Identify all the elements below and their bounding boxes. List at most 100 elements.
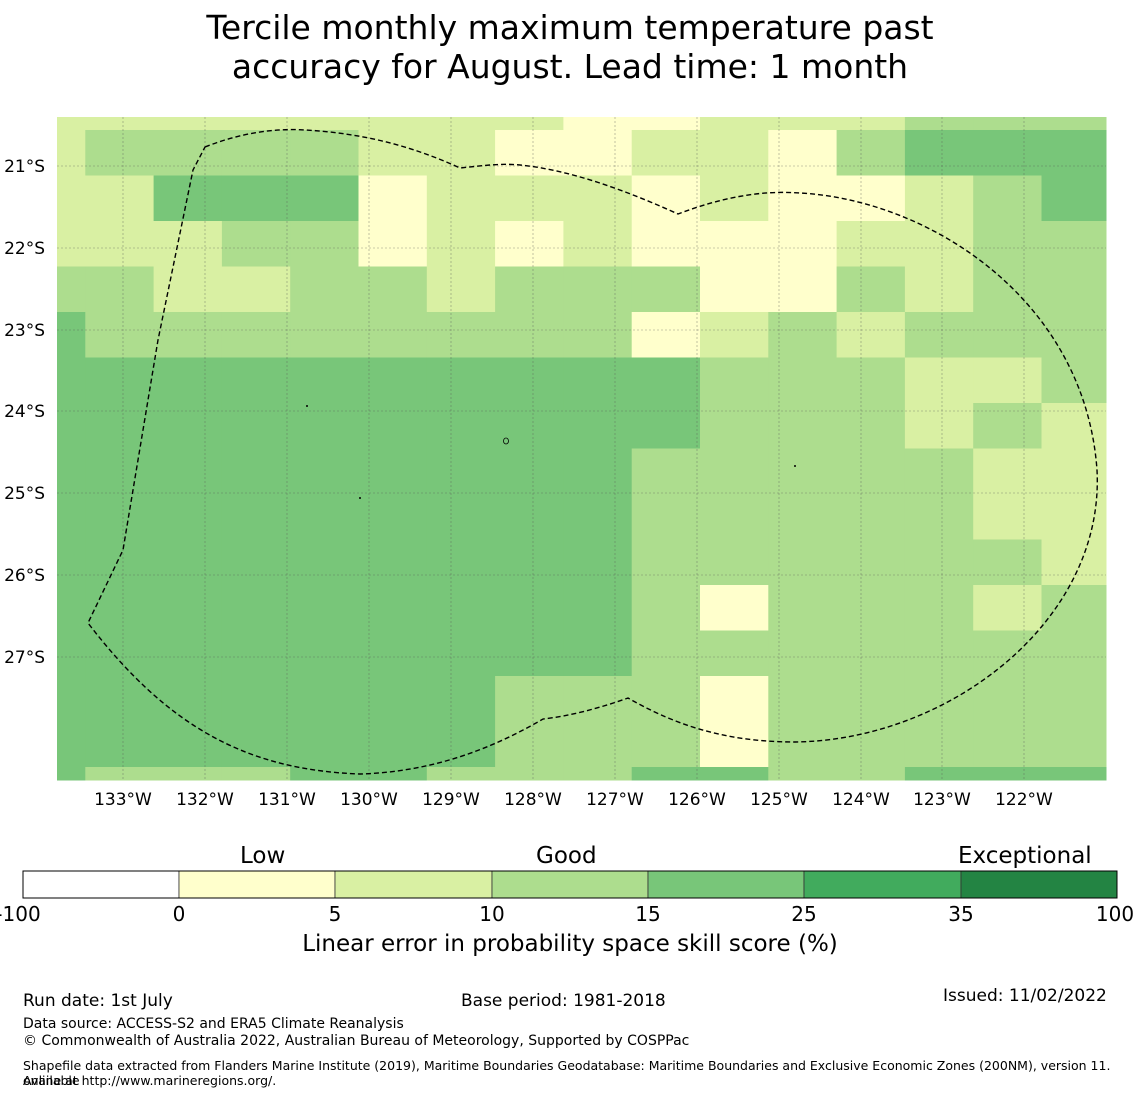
grid-cell bbox=[631, 539, 701, 586]
grid-cell bbox=[631, 585, 701, 631]
colorbar bbox=[22, 870, 1118, 899]
grid-cell bbox=[358, 767, 428, 781]
grid-cell bbox=[563, 403, 633, 449]
grid-cell bbox=[563, 175, 633, 222]
grid-cell bbox=[153, 585, 223, 631]
longitude-label: 132°W bbox=[176, 790, 234, 810]
grid-cell bbox=[153, 221, 223, 267]
colorbar-word-exceptional: Exceptional bbox=[958, 843, 1092, 869]
grid-cell bbox=[1041, 117, 1107, 131]
grid-cell bbox=[495, 175, 564, 222]
grid-cell bbox=[631, 312, 701, 358]
grid-cell bbox=[836, 403, 906, 449]
grid-cell bbox=[631, 721, 701, 768]
grid-cell bbox=[836, 175, 906, 222]
grid-cell bbox=[700, 175, 769, 222]
grid-cell bbox=[153, 448, 223, 495]
grid-cell bbox=[290, 767, 359, 781]
grid-cell bbox=[768, 266, 838, 313]
grid-cell bbox=[495, 676, 564, 722]
colorbar-tick: 5 bbox=[328, 902, 342, 926]
grid-cell bbox=[973, 676, 1042, 722]
grid-cell bbox=[358, 312, 428, 358]
grid-cell bbox=[85, 585, 155, 631]
grid-cell bbox=[153, 630, 223, 677]
grid-cell bbox=[221, 403, 291, 449]
map-title-line-2: accuracy for August. Lead time: 1 month bbox=[231, 47, 909, 86]
colorbar-segment bbox=[491, 870, 649, 899]
grid-cell bbox=[57, 494, 86, 540]
grid-cell bbox=[563, 130, 633, 176]
grid-cell bbox=[495, 494, 564, 540]
graticule bbox=[57, 117, 1106, 780]
grid-cell bbox=[153, 539, 223, 586]
grid-cell bbox=[836, 494, 906, 540]
grid-cell bbox=[700, 312, 769, 358]
grid-cell bbox=[973, 266, 1042, 313]
grid-cell bbox=[57, 130, 86, 176]
colorbar-tick: 10 bbox=[479, 902, 505, 926]
island-markers bbox=[306, 405, 796, 499]
grid-cell bbox=[973, 312, 1042, 358]
colorbar-tick: -100 bbox=[0, 902, 41, 926]
grid-cell bbox=[836, 130, 906, 176]
grid-cell bbox=[904, 676, 974, 722]
skill-score-grid bbox=[57, 117, 1107, 781]
grid-cell bbox=[221, 721, 291, 768]
longitude-label: 130°W bbox=[340, 790, 398, 810]
grid-cell bbox=[836, 767, 906, 781]
grid-cell bbox=[904, 767, 974, 781]
grid-cell bbox=[904, 585, 974, 631]
grid-cell bbox=[1041, 539, 1107, 586]
grid-cell bbox=[1041, 403, 1107, 449]
grid-cell bbox=[221, 175, 291, 222]
grid-cell bbox=[85, 117, 155, 131]
grid-cell bbox=[768, 312, 838, 358]
grid-cell bbox=[153, 130, 223, 176]
grid-cell bbox=[153, 175, 223, 222]
grid-cell bbox=[904, 539, 974, 586]
grid-cell bbox=[290, 494, 359, 540]
grid-cell bbox=[290, 221, 359, 267]
grid-cell bbox=[153, 403, 223, 449]
grid-cell bbox=[85, 676, 155, 722]
grid-cell bbox=[290, 539, 359, 586]
grid-cell bbox=[290, 175, 359, 222]
grid-cell bbox=[426, 130, 496, 176]
grid-cell bbox=[973, 721, 1042, 768]
grid-cell bbox=[358, 539, 428, 586]
grid-cell bbox=[495, 266, 564, 313]
latitude-label: 23°S bbox=[4, 321, 45, 341]
longitude-label: 126°W bbox=[668, 790, 726, 810]
copyright-notice: © Commonwealth of Australia 2022, Austra… bbox=[23, 1033, 690, 1049]
base-period: Base period: 1981-2018 bbox=[461, 991, 666, 1011]
grid-cell bbox=[221, 630, 291, 677]
grid-cell bbox=[768, 676, 838, 722]
grid-cell bbox=[85, 221, 155, 267]
grid-cell bbox=[153, 117, 223, 131]
shapefile-credit-line-2: online at http://www.marineregions.org/. bbox=[23, 1073, 277, 1088]
grid-cell bbox=[768, 130, 838, 176]
grid-cell bbox=[631, 266, 701, 313]
grid-cell bbox=[153, 357, 223, 404]
grid-cell bbox=[290, 630, 359, 677]
latitude-labels: 21°S 22°S 23°S 24°S 25°S 26°S 27°S bbox=[4, 157, 45, 668]
colorbar-segment bbox=[960, 870, 1118, 899]
grid-cell bbox=[57, 266, 86, 313]
longitude-label: 133°W bbox=[94, 790, 152, 810]
grid-cell bbox=[563, 494, 633, 540]
grid-cell bbox=[631, 448, 701, 495]
grid-cell bbox=[1041, 767, 1107, 781]
grid-cell bbox=[57, 630, 86, 677]
grid-cell bbox=[836, 266, 906, 313]
grid-cell bbox=[495, 130, 564, 176]
grid-cell bbox=[1041, 266, 1107, 313]
grid-cell bbox=[836, 721, 906, 768]
colorbar-segment bbox=[334, 870, 493, 899]
grid-cell bbox=[426, 630, 496, 677]
grid-cell bbox=[904, 221, 974, 267]
grid-cell bbox=[1041, 676, 1107, 722]
grid-cell bbox=[973, 585, 1042, 631]
grid-cell bbox=[1041, 630, 1107, 677]
grid-cell bbox=[973, 494, 1042, 540]
